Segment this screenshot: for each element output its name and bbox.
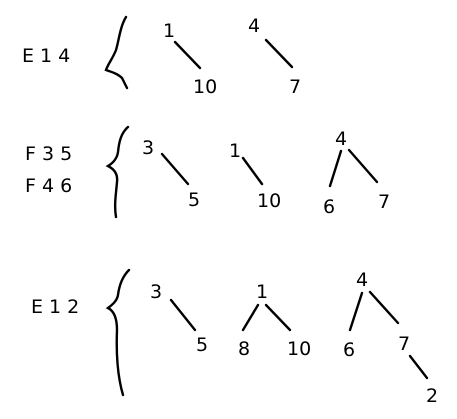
tree-edge [368,290,400,325]
tree: 4 6 7 [323,128,390,218]
tree-node: 6 [323,196,335,218]
op-label: F 3 5 [25,143,72,165]
tree-node: 1 [256,281,268,303]
tree-node: 2 [426,385,438,407]
tree: 3 5 [142,137,200,211]
tree-edge [264,303,292,332]
tree: 4 7 [248,15,301,98]
brace [104,15,129,90]
tree-node: 7 [398,333,410,355]
brace [105,268,131,397]
tree-node: 6 [343,339,355,361]
tree: 1 8 10 [238,281,311,360]
group-2: F 3 5 F 4 6 3 5 1 10 4 6 7 [25,125,390,219]
tree-node: 1 [229,140,241,162]
group-3: E 1 2 3 5 1 8 10 4 6 7 2 [31,268,438,407]
tree-edge [241,303,260,332]
op-label: F 4 6 [25,175,72,197]
tree-edge [241,156,264,186]
tree-edge [169,298,197,332]
tree-node: 10 [287,338,311,360]
tree-edge [264,38,294,69]
tree-edge [160,152,190,186]
tree-edge [348,291,364,332]
tree-node: 5 [196,334,208,356]
tree: 4 6 7 2 [343,269,438,407]
tree-node: 5 [188,189,200,211]
tree-node: 3 [150,281,162,303]
tree-node: 4 [248,15,260,37]
tree-node: 7 [289,76,301,98]
tree-node: 1 [163,20,175,42]
brace [105,125,130,219]
op-label: E 1 4 [22,45,70,67]
tree: 1 10 [229,140,281,212]
tree-edge [408,354,429,380]
tree-node: 7 [378,191,390,213]
tree-edge [347,148,379,184]
tree-node: 10 [193,76,217,98]
tree-node: 10 [257,190,281,212]
tree-node: 8 [238,338,250,360]
tree-edge [328,149,343,188]
group-1: E 1 4 1 10 4 7 [22,15,301,98]
tree: 3 5 [150,281,208,356]
op-label: E 1 2 [31,296,79,318]
tree-node: 3 [142,137,154,159]
tree-node: 4 [335,128,347,150]
tree-edge [173,40,202,70]
tree: 1 10 [163,20,217,98]
tree-node: 4 [356,269,368,291]
